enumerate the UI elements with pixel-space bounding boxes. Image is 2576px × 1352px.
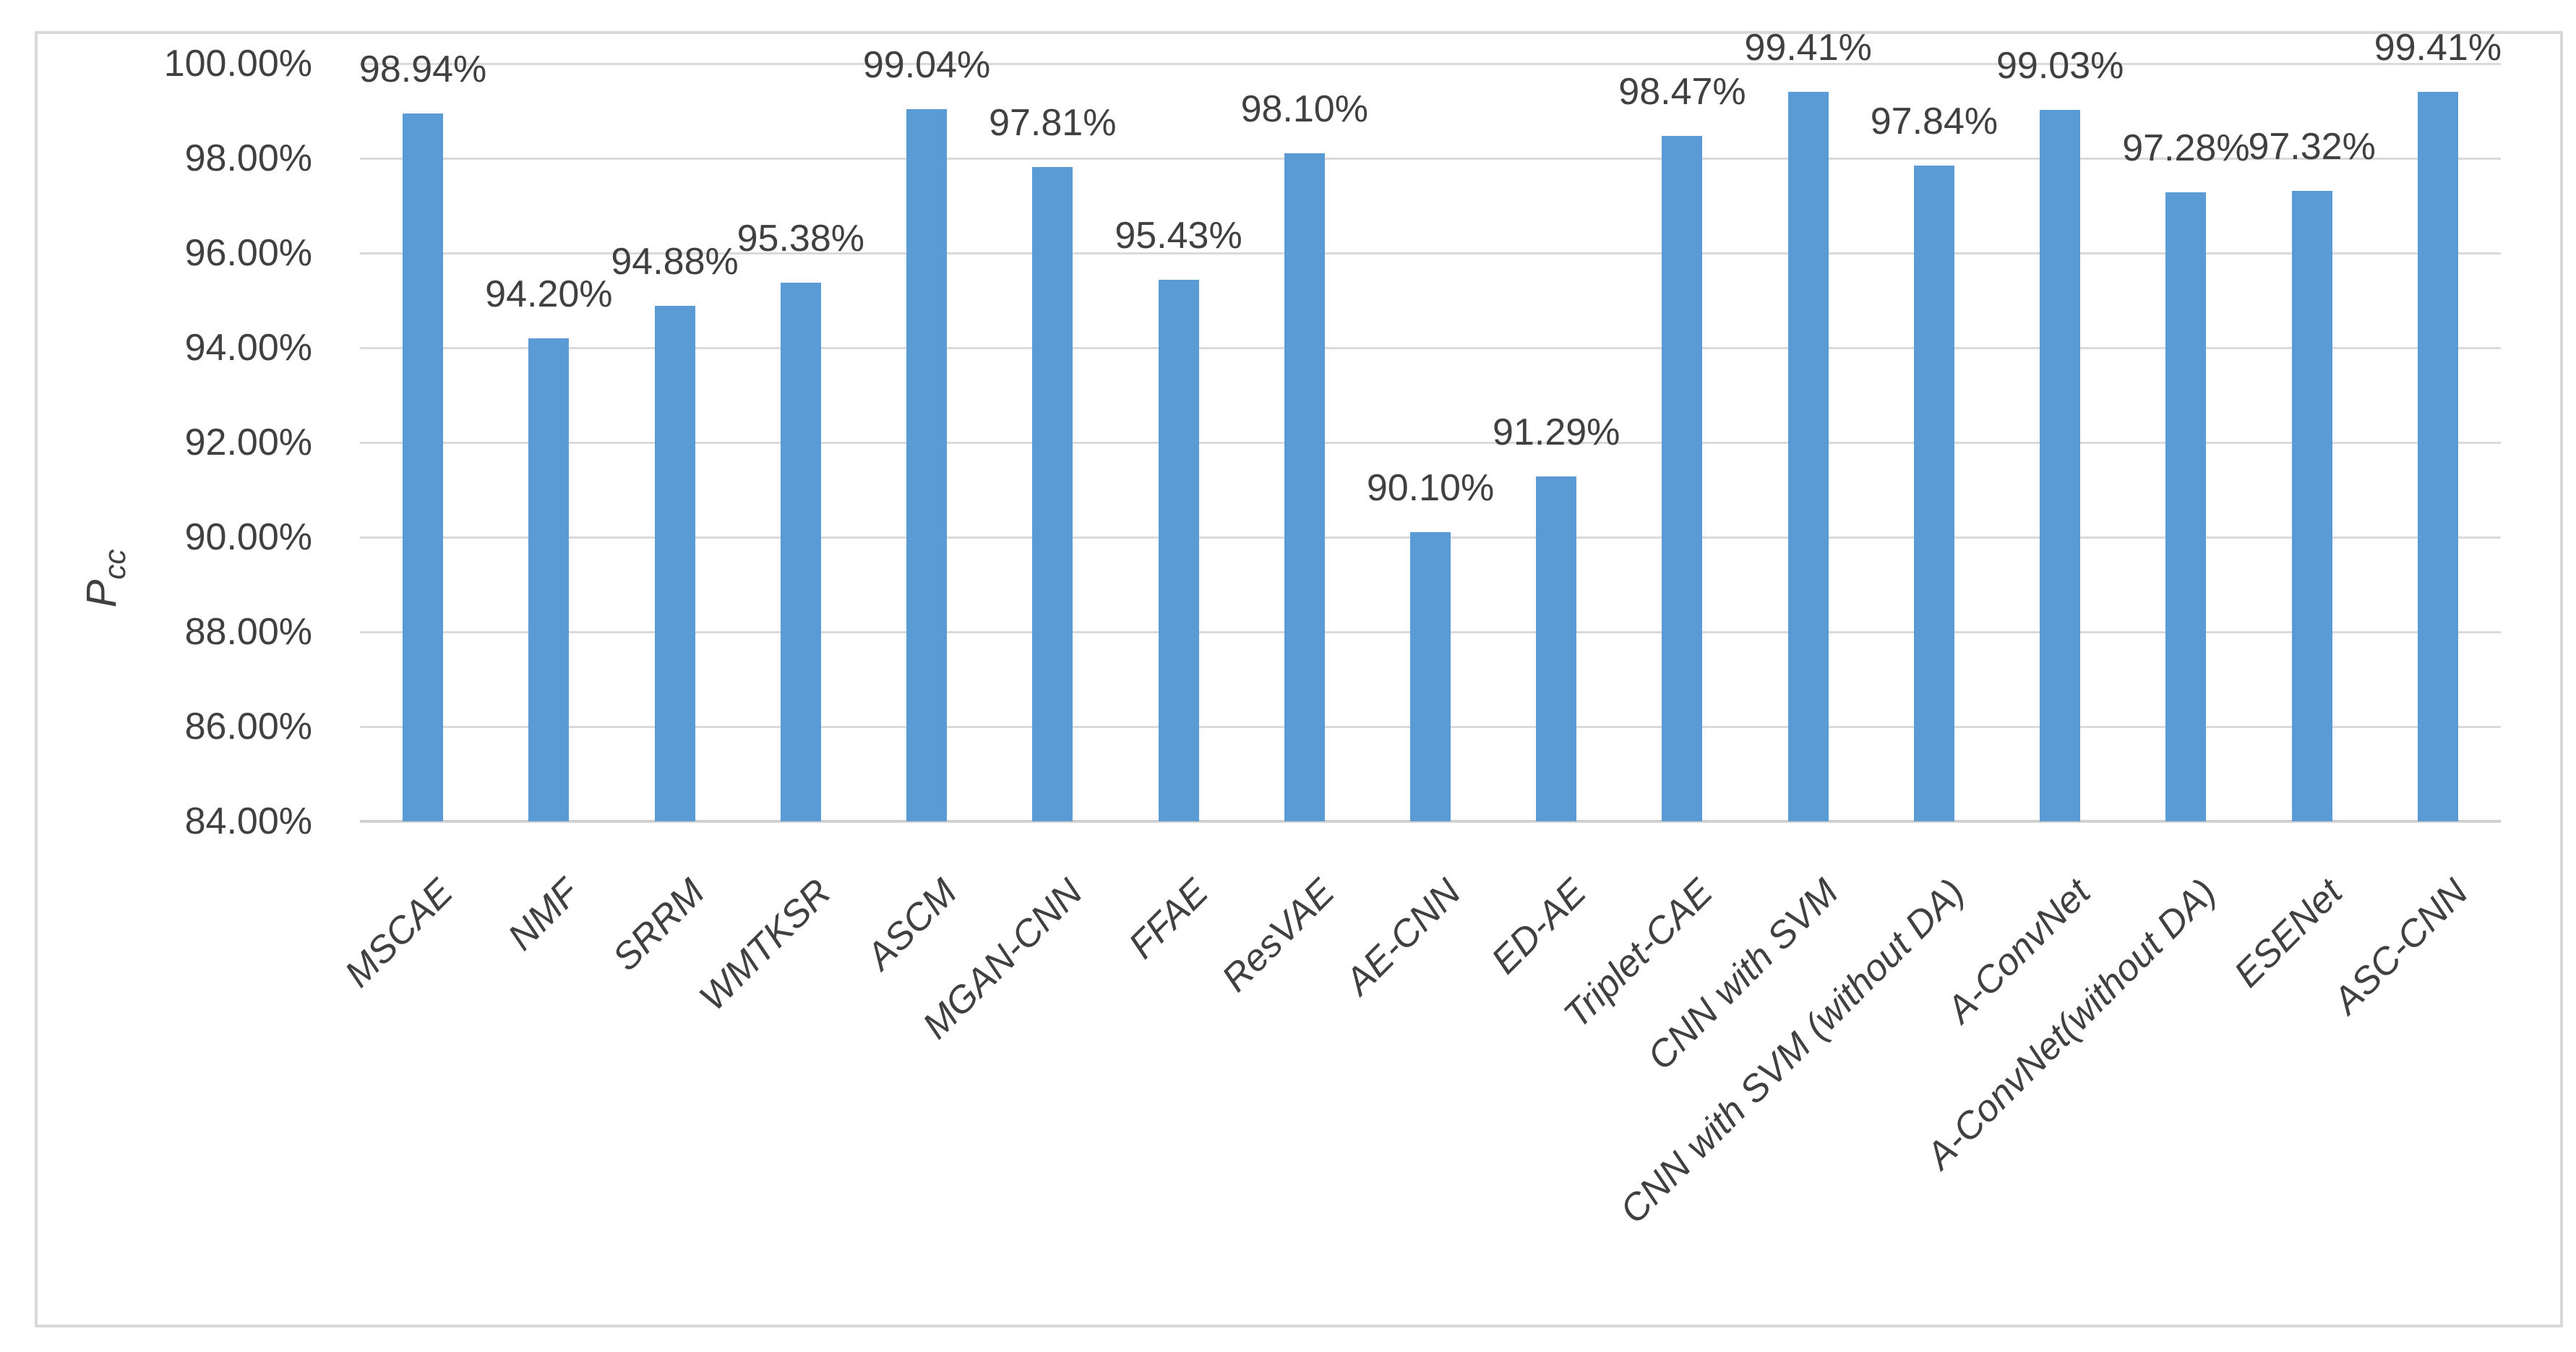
bar [1787, 91, 1829, 821]
x-category-label: ASCM [858, 871, 966, 978]
bar [1410, 532, 1451, 821]
bar [1284, 153, 1325, 821]
bar [906, 108, 948, 821]
bar [654, 306, 695, 821]
y-tick-label: 88.00% [184, 611, 312, 653]
bar [403, 114, 444, 821]
x-category-label: ResVAE [1214, 871, 1343, 1000]
x-category-label: ESENet [2225, 871, 2350, 996]
x-category-label: NMF [499, 871, 588, 959]
bar-value-label: 97.32% [2248, 125, 2376, 168]
x-category-label: ED-AE [1483, 871, 1595, 983]
gridline [360, 346, 2501, 349]
bar-value-label: 99.41% [2374, 26, 2502, 69]
bar [1032, 167, 1073, 821]
bar-value-label: 91.29% [1493, 411, 1620, 453]
gridline [360, 62, 2501, 65]
bar-value-label: 94.20% [485, 273, 613, 315]
bar-value-label: 95.38% [737, 217, 864, 260]
bar [1536, 476, 1577, 821]
gridline [360, 157, 2501, 160]
bar-value-label: 97.81% [989, 102, 1117, 145]
gridline [360, 252, 2501, 254]
bar [2165, 192, 2207, 821]
bar-value-label: 94.88% [611, 241, 739, 283]
bar [1158, 280, 1199, 821]
bar-value-label: 97.84% [1870, 100, 1998, 143]
y-tick-label: 100.00% [163, 43, 312, 85]
bar-value-label: 99.03% [1996, 44, 2124, 87]
y-tick-label: 94.00% [184, 327, 312, 369]
x-category-label: FFAE [1121, 871, 1217, 967]
bar-value-label: 98.94% [359, 48, 487, 91]
x-axis-line [360, 820, 2501, 823]
y-tick-label: 92.00% [184, 422, 312, 463]
x-category-label: WMTKSR [691, 871, 839, 1019]
y-tick-label: 84.00% [184, 800, 312, 842]
bar-value-label: 90.10% [1366, 467, 1495, 510]
x-category-label: MSCAE [337, 871, 462, 996]
bar-value-label: 98.47% [1618, 71, 1746, 114]
bar [1913, 166, 1954, 821]
y-tick-label: 90.00% [184, 516, 312, 558]
bar [2291, 190, 2332, 821]
bar-value-label: 97.28% [2122, 127, 2250, 170]
bar-value-label: 99.41% [1744, 26, 1872, 69]
y-tick-label: 98.00% [184, 137, 312, 179]
bar-value-label: 99.04% [862, 43, 991, 86]
bar [780, 282, 821, 821]
bar-value-label: 98.10% [1240, 88, 1368, 131]
bar [528, 338, 570, 821]
bar [2040, 109, 2081, 821]
bar [1662, 136, 1703, 821]
gridline [360, 441, 2501, 444]
x-category-label: ASC-CNN [2325, 871, 2476, 1022]
bar-value-label: 95.43% [1115, 215, 1242, 257]
x-category-label: AE-CNN [1337, 871, 1469, 1003]
y-tick-label: 96.00% [184, 232, 312, 274]
x-category-label: SRRM [605, 871, 713, 980]
y-tick-label: 86.00% [184, 706, 312, 748]
bar [2417, 91, 2458, 821]
